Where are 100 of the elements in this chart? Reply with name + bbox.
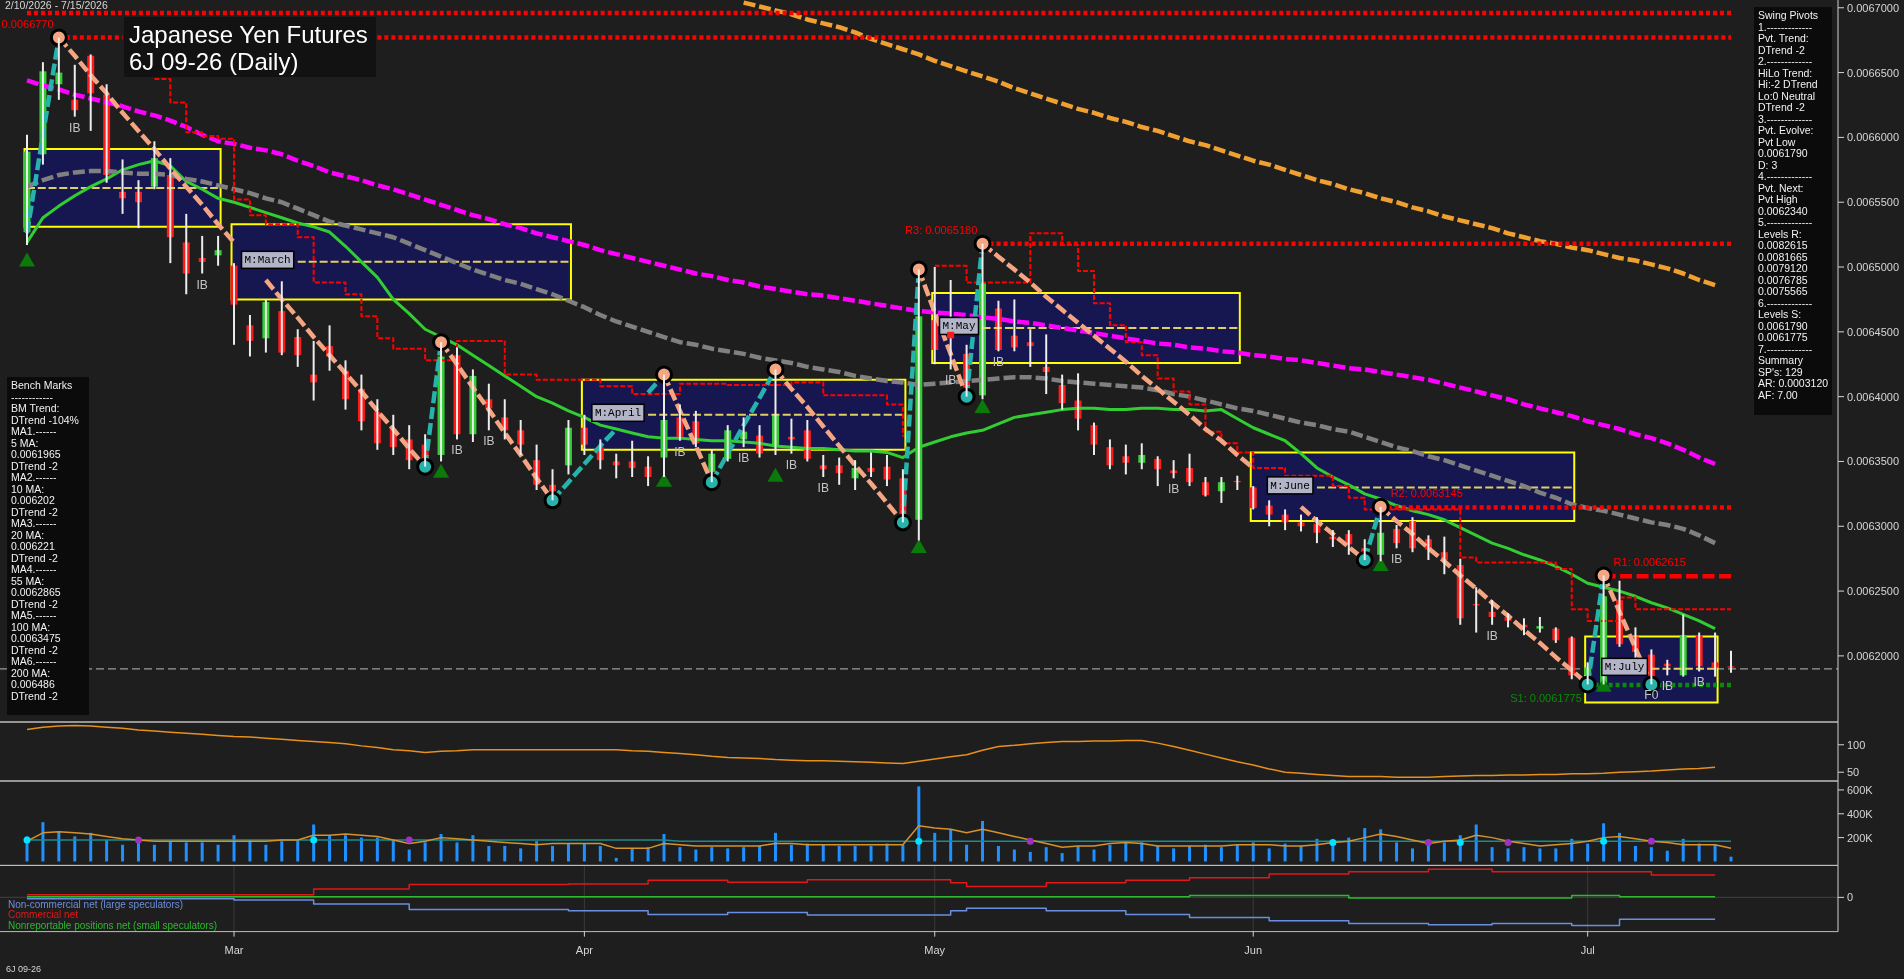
text: Levels S: [1758, 308, 1802, 320]
y-tick-label: 0.0064000 [1847, 390, 1899, 403]
annotation: 0.006221 [11, 540, 55, 552]
text: 6J 09-26 (Daily) [129, 48, 299, 75]
y-tick-label: 0.0065500 [1847, 196, 1899, 209]
annotation: 0.0062865 [11, 586, 61, 598]
annotation: MA1.------ [11, 425, 57, 437]
annotation: DTrend -2 [11, 597, 59, 610]
x-tick-label: Jun [1244, 943, 1263, 956]
text: Pvt Low [1758, 135, 1796, 148]
annotation: 20 MA: [11, 528, 45, 541]
x-tick-label: Jul [1580, 943, 1595, 956]
y-tick-label: 100 [1847, 738, 1866, 751]
annotation: DTrend -104% [11, 413, 79, 426]
annotation: MA6.------ [11, 655, 57, 667]
x-tick-label: Apr [575, 943, 594, 956]
annotation: 0.0061965 [11, 448, 61, 460]
annotation: 5 MA: [11, 436, 39, 449]
text: SP's: 129 [1758, 365, 1803, 378]
text: HiLo Trend: [1758, 66, 1813, 79]
text: IB [483, 434, 495, 449]
text: Lo:0 Neutral [1758, 89, 1816, 102]
text: DTrend -2 [1758, 101, 1806, 113]
ref-line-label: 0 [1847, 891, 1854, 904]
annotation: 10 MA: [11, 482, 45, 495]
text: Pvt. Next: [1758, 181, 1804, 194]
y-tick-label: 0.0062000 [1847, 649, 1899, 662]
y-tick-label: 600K [1847, 783, 1874, 796]
y-tick-label: 0.0066000 [1847, 131, 1899, 144]
text: DTrend -2 [1758, 43, 1806, 56]
text: Swing Pivots [1758, 9, 1819, 21]
annotation: ------------ [11, 390, 54, 403]
text: 7.------------- [1758, 342, 1813, 355]
text: IB [785, 457, 798, 472]
x-tick-label: May [924, 943, 946, 956]
annotation: 2/10/2026 - 7/15/2026 [5, 0, 108, 11]
text: 3.------------- [1758, 112, 1813, 125]
annotation: DTrend -2 [11, 643, 59, 656]
text: IB [737, 451, 750, 466]
series-label: Commercial net [8, 909, 79, 921]
series-label: R2: 0.0063145 [1390, 487, 1463, 500]
text: IB [944, 373, 957, 388]
annotation: 0.006202 [11, 494, 55, 506]
text: 6.------------- [1758, 296, 1813, 309]
text: 0.0061790 [1758, 319, 1808, 332]
text: Hi:-2 DTrend [1758, 78, 1818, 90]
annotation: DTrend -2 [11, 459, 59, 472]
text: IB [1167, 482, 1180, 497]
text: IB [196, 277, 208, 292]
text: IB [69, 120, 81, 135]
series-label: R3: 0.0065180 [905, 223, 978, 236]
text: 2.------------- [1758, 55, 1813, 67]
text: F0 [1644, 688, 1659, 703]
annotation: DTrend -2 [11, 505, 59, 518]
text: IB [817, 481, 829, 496]
text: Bench Marks [11, 379, 73, 391]
series-label: 0.0066770 [1, 17, 54, 30]
text: 0.0075565 [1758, 285, 1808, 297]
y-tick-label: 0.0067000 [1847, 1, 1899, 14]
text: AF: 7.00 [1758, 388, 1798, 401]
text: D: 3 [1758, 158, 1778, 171]
text: IB [1661, 679, 1673, 694]
text: Nonreportable positions net (small speculators) [8, 919, 217, 931]
text: AR: 0.0003120 [1758, 377, 1829, 389]
text: IB [1693, 675, 1705, 690]
y-tick-label: 0.0064500 [1847, 325, 1899, 338]
text: 0.0079120 [1758, 262, 1808, 274]
text: 0.0081665 [1758, 250, 1808, 263]
annotation: DTrend -2 [11, 689, 59, 702]
y-tick-label: 50 [1847, 766, 1860, 779]
y-tick-label: 400K [1847, 807, 1874, 820]
text: Pvt. Trend: [1758, 32, 1809, 44]
text: 0.0061775 [1758, 331, 1808, 343]
text: IB [1390, 552, 1403, 567]
y-tick-label: 0.0066500 [1847, 66, 1899, 79]
text: IB [451, 443, 463, 458]
text: 0.0062340 [1758, 204, 1808, 217]
series-label: Non-commercial net (large speculators) [8, 898, 184, 910]
annotation: MA3.------ [11, 517, 57, 529]
text: Levels R: [1758, 227, 1802, 240]
text: 6J 09-26 [6, 964, 42, 974]
annotation: 100 MA: [11, 620, 51, 633]
annotation: 0.0063475 [11, 632, 61, 644]
annotation: MA2.------ [11, 471, 57, 483]
annotation: 55 MA: [11, 574, 45, 587]
annotation: 200 MA: [11, 666, 51, 679]
series-label: S1: 0.0061775 [1510, 692, 1582, 705]
text: Pvt. Evolve: [1758, 124, 1814, 136]
text: Summary [1758, 354, 1804, 366]
annotation: BM Trend: [11, 402, 60, 414]
series-label: R1: 0.0062615 [1613, 556, 1686, 569]
text: 5.------------- [1758, 216, 1813, 228]
y-tick-label: 0.0063000 [1847, 520, 1899, 533]
annotation: 0.006486 [11, 678, 55, 690]
text: Pvt High [1758, 193, 1798, 205]
y-tick-label: 0.0063500 [1847, 455, 1899, 468]
text: 4.------------- [1758, 170, 1813, 182]
text: IB [1486, 628, 1498, 643]
y-tick-label: 0.0065000 [1847, 261, 1899, 274]
text: 0.0061790 [1758, 147, 1808, 159]
